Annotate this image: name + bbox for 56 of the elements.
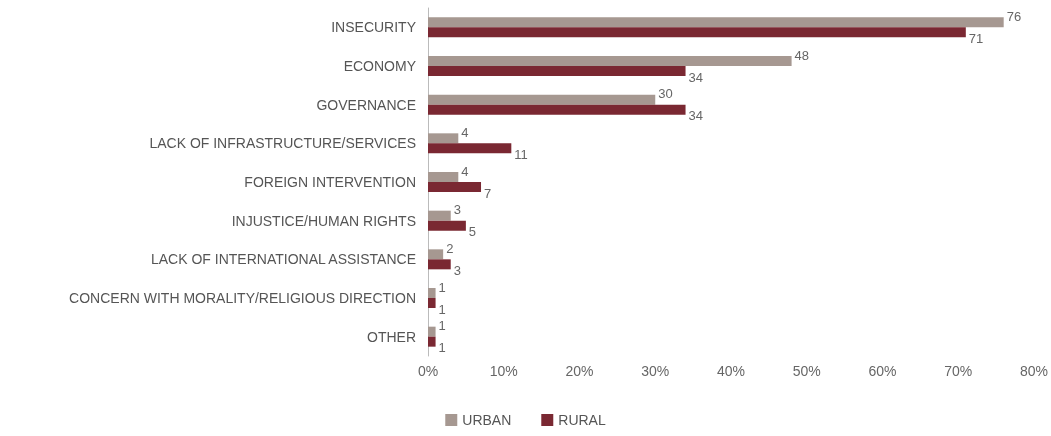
bar (428, 336, 436, 347)
bar (428, 94, 656, 105)
bar (428, 143, 512, 154)
x-tick-label: 60% (868, 363, 897, 379)
bar (428, 298, 436, 308)
bar (428, 210, 451, 221)
bar (428, 182, 482, 192)
x-tick-label: 50% (792, 363, 821, 379)
bar (428, 326, 436, 337)
bar (428, 27, 966, 38)
data-label: 5 (468, 224, 477, 240)
bar (428, 66, 686, 76)
data-label: 48 (794, 47, 810, 63)
x-tick-label: 40% (716, 363, 746, 379)
bar (428, 133, 459, 144)
x-tick-label: 0% (417, 363, 439, 379)
data-label: 71 (968, 30, 984, 46)
x-tick-label: 80% (1019, 363, 1049, 379)
bar (428, 288, 436, 298)
y-tick-label: LACK OF INFRASTRUCTURE/SERVICES (149, 135, 416, 152)
x-tick-label: 70% (944, 363, 973, 379)
bar (428, 259, 451, 270)
bar (428, 17, 1004, 28)
y-tick-label: LACK OF INTERNATIONAL ASSISTANCE (150, 251, 416, 268)
data-label: 1 (438, 301, 446, 317)
data-label: 30 (658, 86, 673, 102)
data-label: 76 (1006, 8, 1022, 24)
legend-label: RURAL (558, 412, 606, 428)
y-tick-label: CONCERN WITH MORALITY/RELIGIOUS DIRECTION (69, 290, 416, 306)
legend-label: URBAN (462, 412, 512, 428)
data-label: 1 (438, 279, 446, 295)
bar (428, 220, 466, 231)
data-label: 34 (688, 69, 704, 85)
y-tick-label: FOREIGN INTERVENTION (244, 174, 416, 190)
y-tick-label: GOVERNANCE (316, 96, 416, 113)
data-label: 1 (438, 340, 446, 356)
y-tick-label: INSECURITY (331, 19, 417, 36)
data-label: 1 (438, 318, 446, 334)
bar (428, 104, 686, 115)
data-label: 3 (453, 202, 461, 218)
y-tick-label: OTHER (367, 328, 416, 345)
bar (428, 172, 459, 182)
y-tick-label: INJUSTICE/HUMAN RIGHTS (231, 212, 416, 229)
x-tick-label: 10% (489, 363, 518, 379)
data-label: 34 (688, 108, 704, 124)
bar (428, 249, 444, 260)
data-label: 2 (446, 240, 454, 256)
data-label: 3 (453, 262, 461, 278)
data-label: 11 (514, 146, 528, 162)
y-tick-label: ECONOMY (343, 58, 417, 74)
x-tick-label: 20% (565, 363, 594, 379)
data-label: 7 (484, 185, 492, 201)
bar (428, 56, 792, 66)
data-label: 4 (461, 124, 469, 140)
data-label: 4 (461, 163, 469, 179)
x-tick-label: 30% (641, 363, 670, 379)
